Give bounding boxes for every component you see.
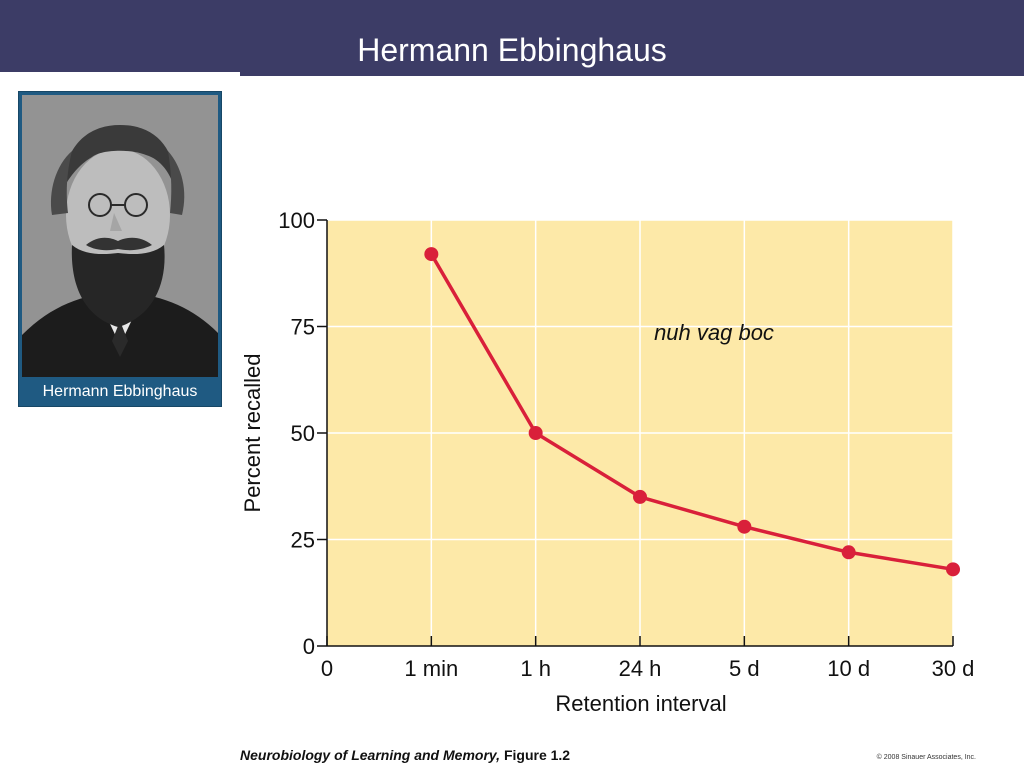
slide-title: Hermann Ebbinghaus bbox=[357, 32, 667, 68]
series-line bbox=[429, 253, 954, 572]
portrait-photo bbox=[22, 95, 218, 377]
y-tick-label: 100 bbox=[278, 208, 315, 233]
portrait-frame: Hermann Ebbinghaus bbox=[18, 91, 222, 407]
copyright-notice: © 2008 Sinauer Associates, Inc. bbox=[876, 754, 976, 761]
y-tick-label: 50 bbox=[291, 421, 315, 446]
x-tick-label: 1 min bbox=[404, 656, 458, 681]
data-point bbox=[528, 426, 543, 440]
x-tick-label: 5 d bbox=[729, 656, 760, 681]
portrait-caption: Hermann Ebbinghaus bbox=[42, 383, 198, 400]
x-tick-label: 10 d bbox=[827, 656, 870, 681]
book-title: Neurobiology of Learning and Memory, bbox=[240, 747, 501, 763]
y-tick-label: 0 bbox=[303, 634, 315, 659]
forgetting-curve-chart: 0 25 50 75 100 0 1 min 1 h 24 h 5 d 10 d 30 d nuh v… bbox=[240, 208, 975, 716]
x-tick-label: 24 h bbox=[619, 656, 662, 681]
data-point bbox=[633, 489, 647, 504]
x-tick-label: 0 bbox=[321, 656, 333, 681]
y-axis-label: Percent recalled bbox=[240, 354, 265, 513]
data-point bbox=[737, 519, 752, 534]
y-tick-label: 75 bbox=[291, 315, 315, 340]
data-point bbox=[424, 247, 439, 262]
figure-number: Figure 1.2 bbox=[503, 747, 571, 763]
data-point bbox=[946, 562, 960, 577]
header-notch bbox=[0, 72, 240, 76]
curve-annotation: nuh vag boc bbox=[654, 320, 774, 345]
x-tick-label: 1 h bbox=[520, 656, 551, 681]
x-tick-label: 30 d bbox=[932, 656, 975, 681]
data-point bbox=[841, 545, 856, 560]
x-axis-label: Retention interval bbox=[555, 691, 726, 716]
figure-source: Neurobiology of Learning and Memory, Fig… bbox=[240, 747, 570, 763]
slide-header bbox=[0, 0, 1024, 76]
y-tick-label: 25 bbox=[291, 528, 315, 553]
